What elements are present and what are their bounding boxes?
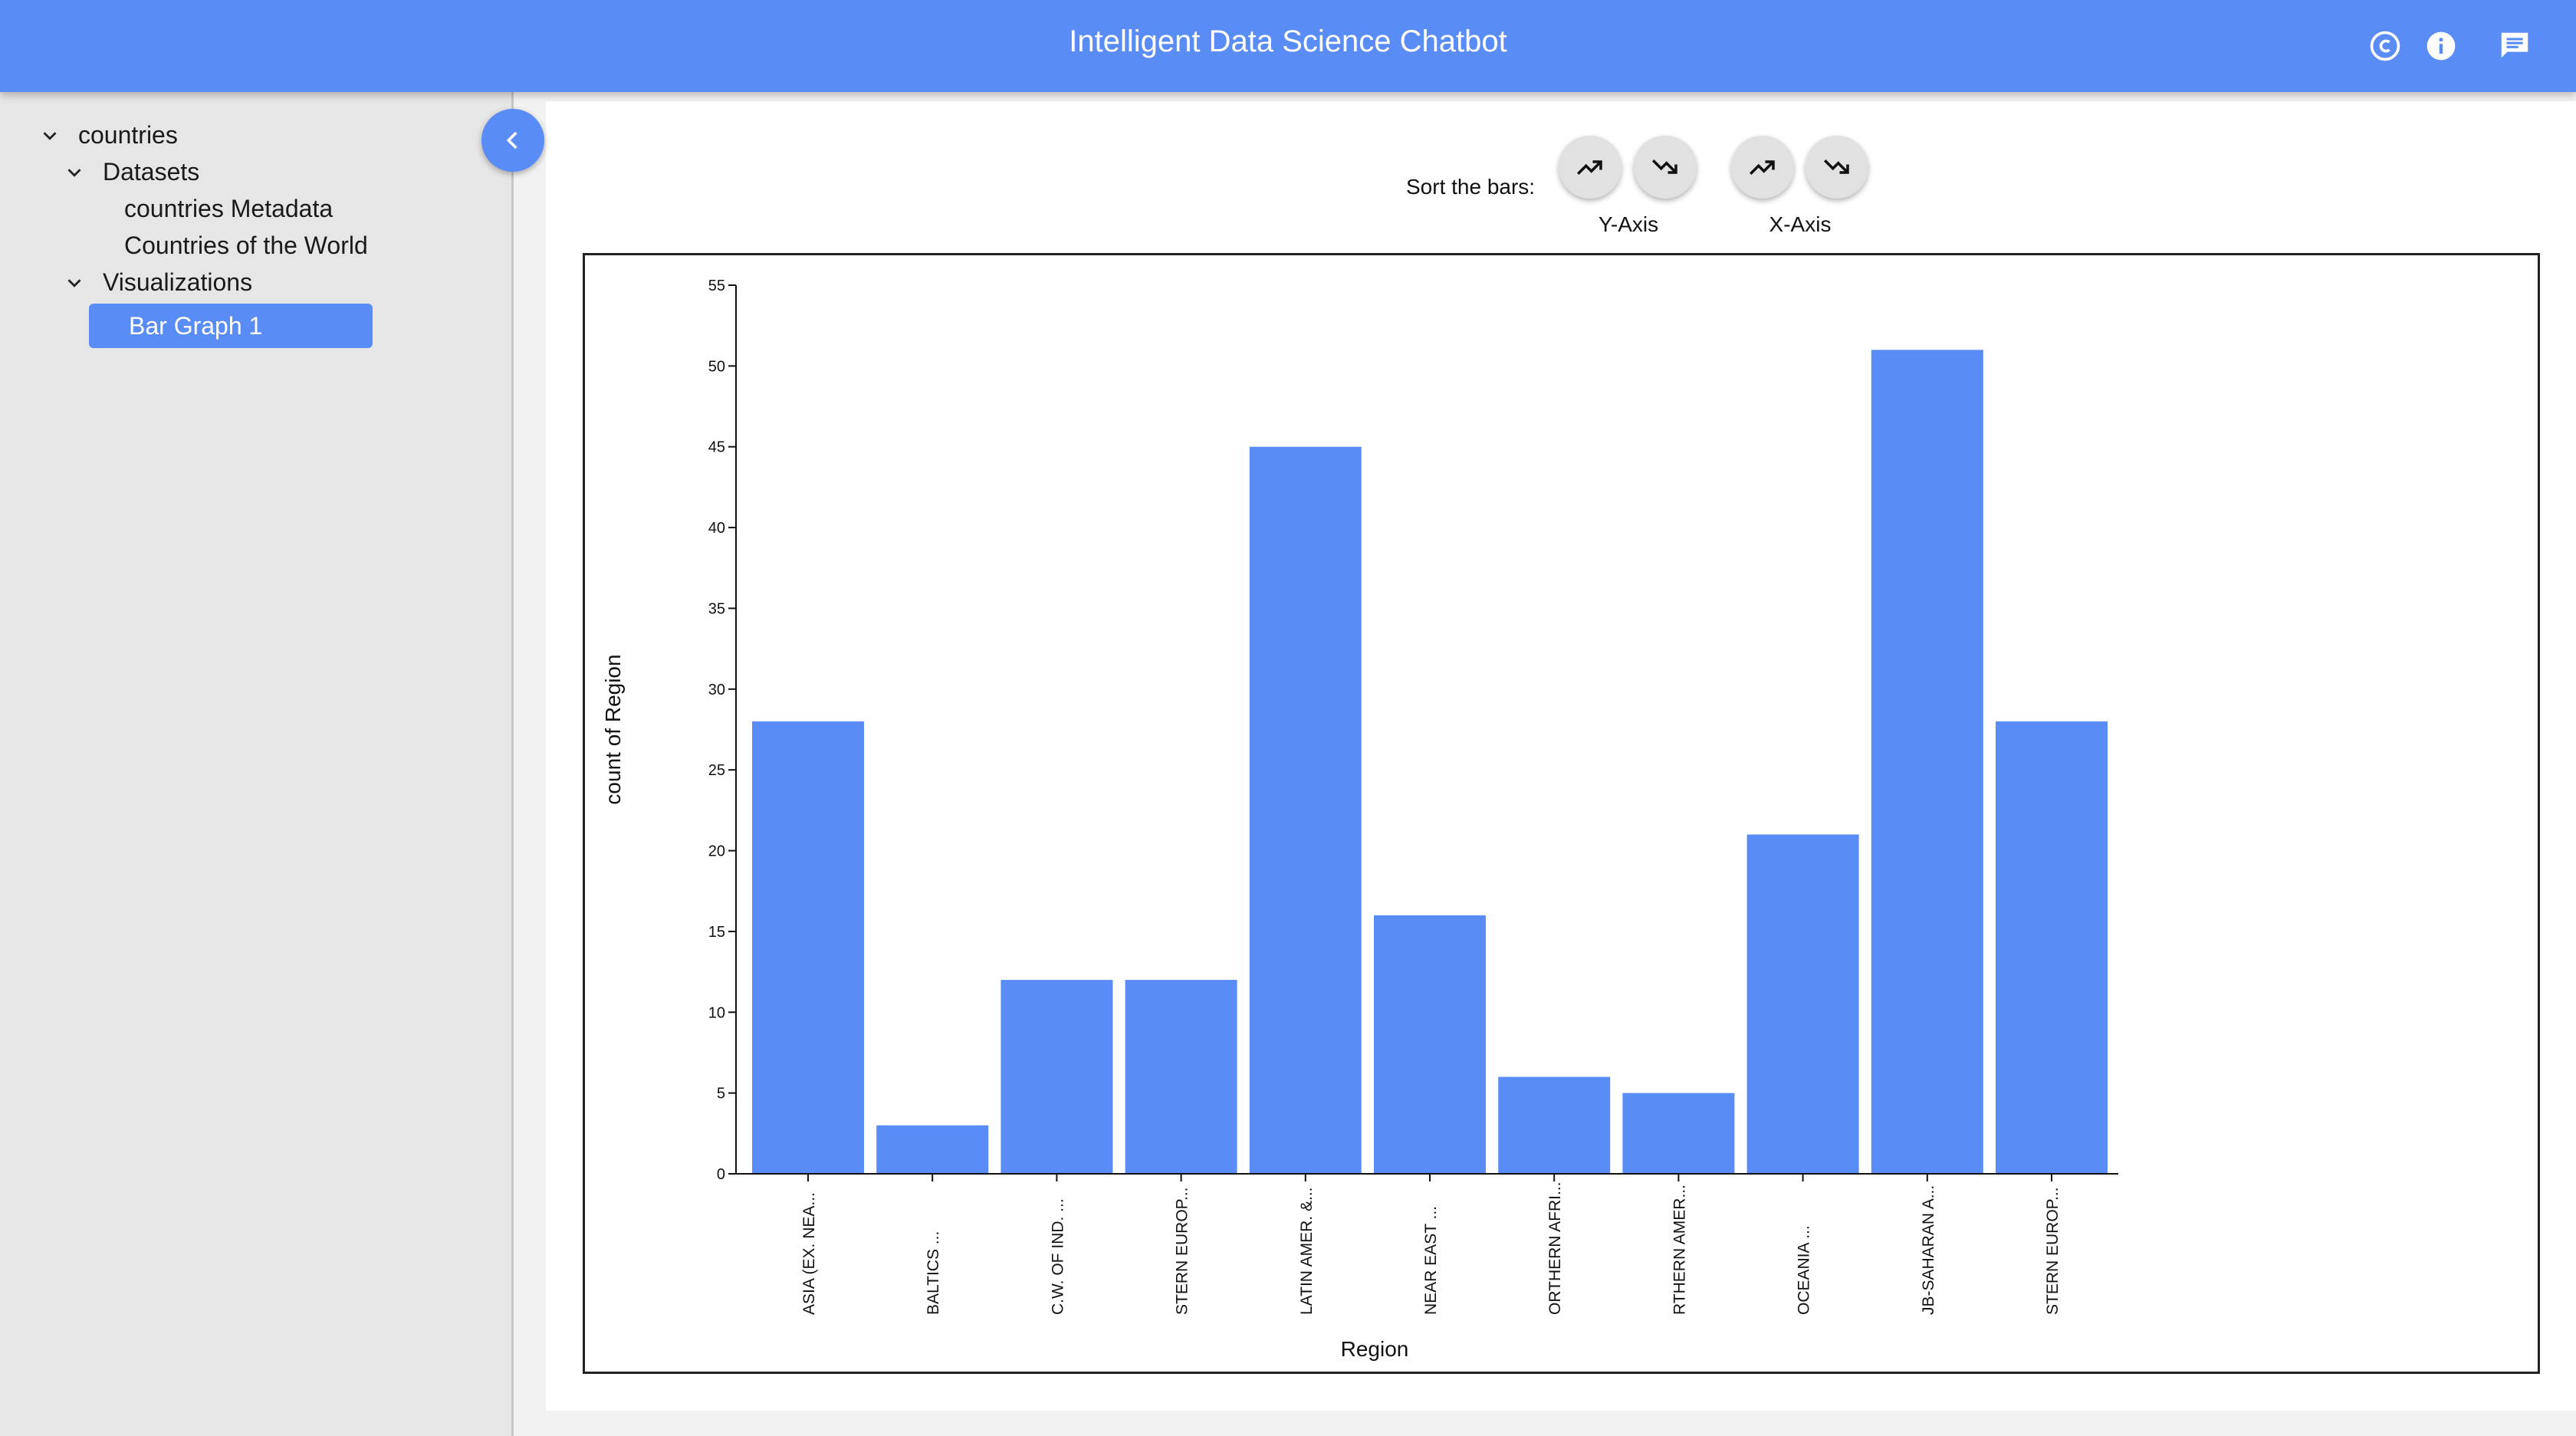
tree-item-label: Countries of the World (124, 232, 368, 259)
tree-item-countries[interactable]: countries (38, 121, 178, 150)
x-tick-label: RTHERN AMER... (1671, 1185, 1688, 1315)
x-tick-label: LATIN AMER. &... (1298, 1188, 1316, 1315)
y-tick-label: 55 (708, 278, 725, 294)
tree-item-label: countries Metadata (124, 195, 334, 222)
tree-item-countries-metadata[interactable]: countries Metadata (124, 195, 333, 223)
tree-item-bar-graph-1[interactable]: Bar Graph 1 (89, 304, 373, 348)
y-tick-label: 30 (708, 682, 725, 698)
bar (1125, 980, 1237, 1174)
tree-item-label: countries (78, 121, 178, 149)
x-tick-label: ORTHERN AFRI... (1546, 1182, 1564, 1315)
chevron-down-icon[interactable] (63, 161, 86, 184)
trending-up-icon (1577, 160, 1602, 175)
y-tick-label: 0 (717, 1166, 725, 1183)
y-tick-label: 15 (708, 924, 725, 941)
bar (876, 1125, 989, 1174)
x-tick-label: NEAR EAST ... (1422, 1206, 1440, 1315)
x-tick-label: BALTICS ... (925, 1231, 942, 1315)
bar (1746, 834, 1859, 1174)
chevron-down-icon[interactable] (63, 271, 86, 294)
trending-up-icon (1750, 160, 1775, 175)
sidebar: countries Datasets countries Metadata Co… (0, 92, 514, 1436)
bar (1001, 980, 1113, 1174)
bar-chart: 0 5 10 15 20 25 30 35 40 45 50 55 ASIA (EX. NEA... BA… (601, 278, 2118, 1361)
info-icon[interactable] (2423, 28, 2459, 64)
app-header: Intelligent Data Science Chatbot (0, 0, 2576, 92)
x-tick-label: OCEANIA ... (1796, 1225, 1813, 1315)
bar (1622, 1093, 1735, 1174)
bar-chart-frame: 0 5 10 15 20 25 30 35 40 45 50 55 ASIA (EX. NEA... BA… (583, 253, 2540, 1374)
x-tick-label: STERN EUROP... (2044, 1188, 2062, 1315)
sort-y-descending-button[interactable] (1634, 136, 1697, 199)
tree-item-visualizations[interactable]: Visualizations (63, 268, 252, 297)
bar (1498, 1076, 1611, 1174)
sort-x-descending-button[interactable] (1806, 136, 1868, 199)
y-tick-label: 40 (708, 520, 725, 537)
chevron-down-icon[interactable] (38, 124, 61, 147)
tree-item-label: Visualizations (103, 268, 253, 296)
bar (1871, 350, 1983, 1174)
bar (752, 721, 864, 1174)
y-axis-title: count of Region (601, 654, 625, 804)
x-tick-label: STERN EUROP... (1174, 1188, 1191, 1315)
tree-item-label: Datasets (103, 158, 200, 186)
copyright-icon[interactable] (2367, 28, 2404, 64)
x-axis-title: Region (1341, 1337, 1409, 1361)
chevron-left-icon (506, 131, 518, 150)
x-axis-sort-caption: X-Axis (1769, 212, 1832, 236)
y-axis-sort-caption: Y-Axis (1598, 212, 1659, 236)
y-tick-label: 25 (708, 762, 725, 779)
y-tick-label: 20 (708, 843, 725, 860)
y-tick-label: 5 (717, 1086, 725, 1102)
collapse-sidebar-button[interactable] (481, 109, 544, 172)
bar (1374, 915, 1486, 1174)
bar (1249, 446, 1362, 1174)
x-tick-label: ASIA (EX. NEA... (800, 1192, 818, 1315)
y-tick-label: 10 (708, 1004, 725, 1021)
x-tick-label: JB-SAHARAN A... (1920, 1185, 1937, 1315)
y-tick-label: 35 (708, 600, 725, 617)
x-tick-label: C.W. OF IND. ... (1049, 1198, 1066, 1315)
trending-down-icon (1652, 159, 1677, 174)
sort-y-ascending-button[interactable] (1559, 136, 1622, 199)
y-tick-label: 45 (708, 439, 725, 456)
app-title: Intelligent Data Science Chatbot (1069, 25, 1507, 58)
tree-item-datasets[interactable]: Datasets (63, 158, 199, 186)
sort-x-ascending-button[interactable] (1731, 136, 1794, 199)
y-tick-label: 50 (708, 358, 725, 375)
chat-icon[interactable] (2496, 28, 2533, 64)
trending-down-icon (1824, 159, 1849, 174)
sort-label: Sort the bars: (1406, 175, 1536, 199)
bar (1996, 721, 2108, 1174)
tree-item-label: Bar Graph 1 (129, 311, 263, 340)
tree-item-countries-of-the-world[interactable]: Countries of the World (124, 232, 368, 260)
